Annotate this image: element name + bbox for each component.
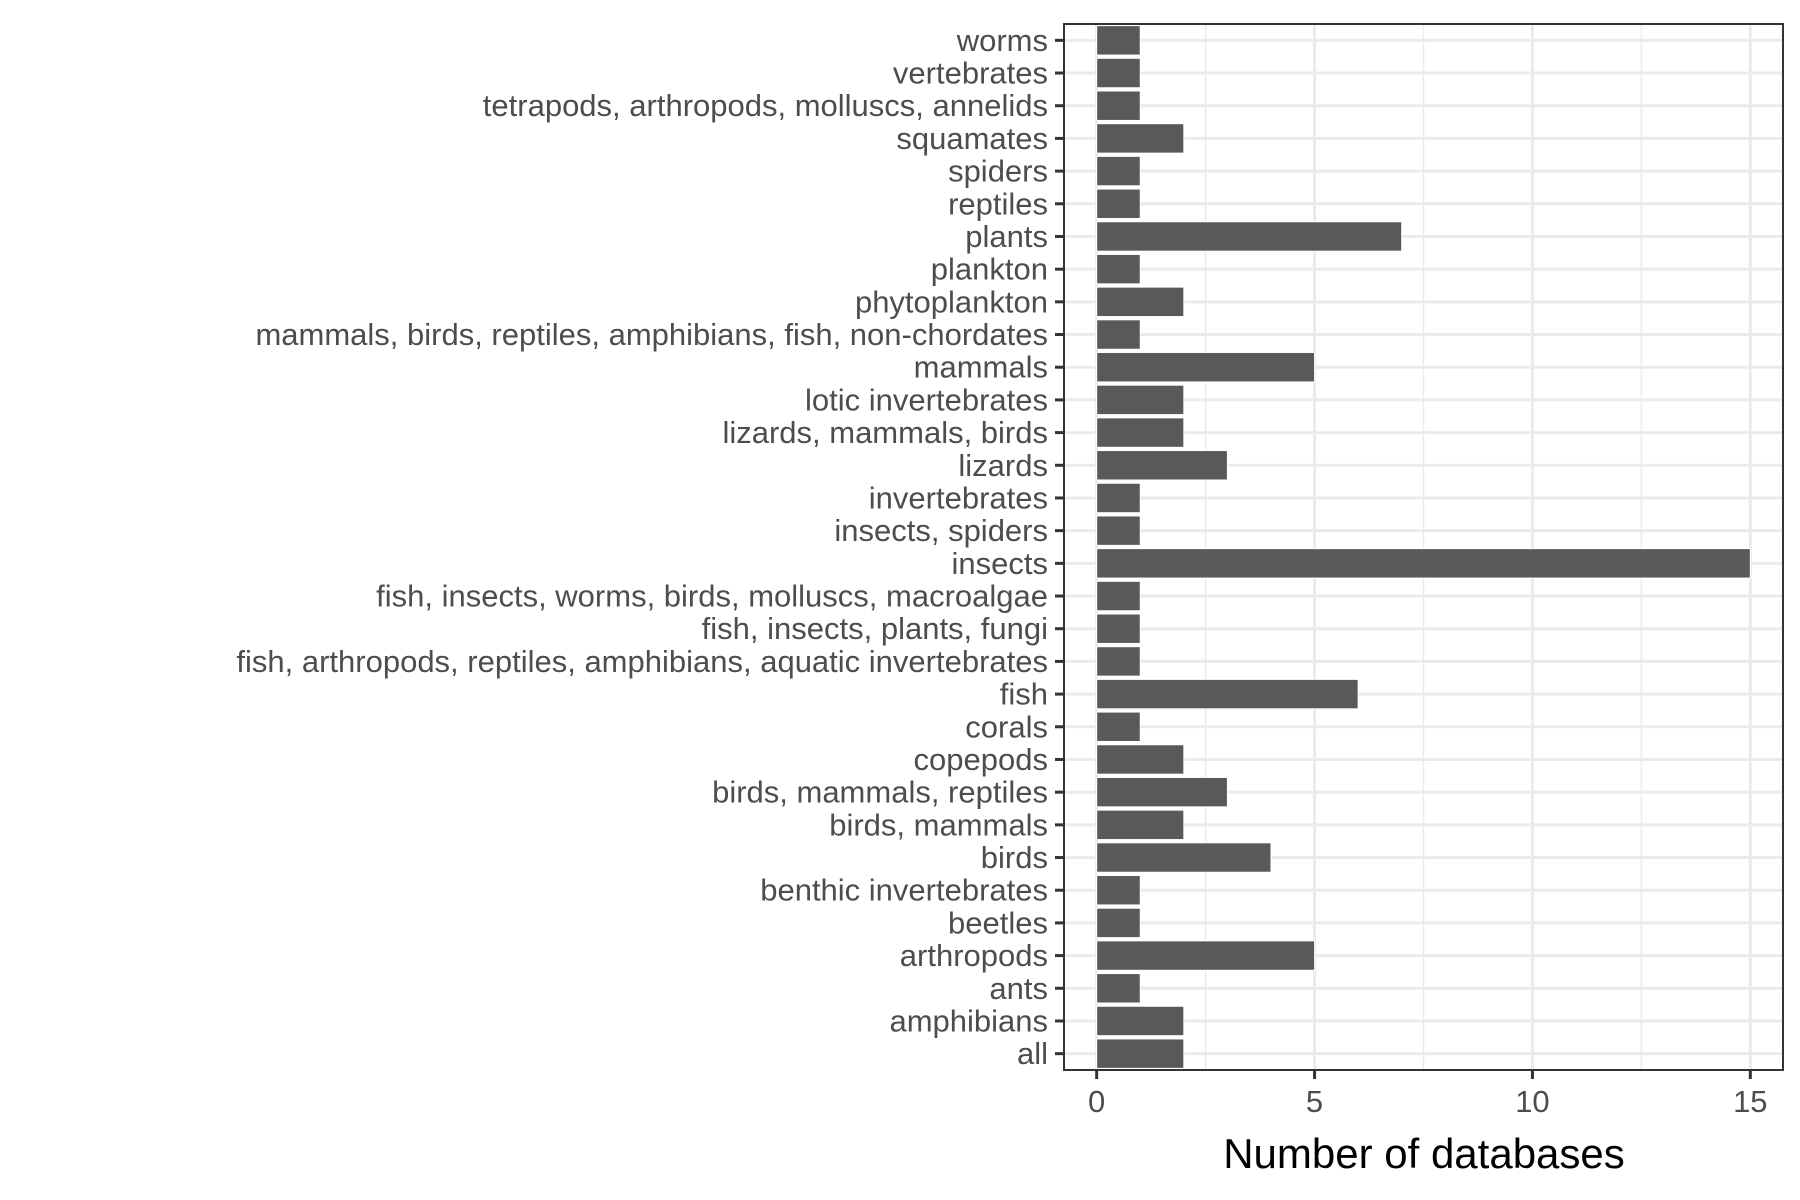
- y-tick-label: fish, insects, plants, fungi: [702, 611, 1048, 646]
- bar: [1096, 907, 1141, 939]
- bar: [1096, 123, 1185, 154]
- bar: [1096, 809, 1185, 841]
- bar: [1096, 417, 1185, 448]
- bar: [1096, 352, 1316, 383]
- bar: [1096, 319, 1141, 350]
- x-tick-label: 0: [1088, 1084, 1105, 1119]
- y-tick-label: reptiles: [948, 186, 1048, 221]
- y-tick-label: lizards, mammals, birds: [722, 415, 1048, 450]
- bar: [1096, 155, 1141, 187]
- bar: [1096, 776, 1228, 808]
- y-tick-label: fish, insects, worms, birds, molluscs, m…: [376, 579, 1048, 614]
- bar: [1096, 744, 1185, 775]
- bar: [1096, 973, 1141, 1004]
- y-axis: allamphibiansantsarthropodsbeetlesbenthi…: [236, 23, 1064, 1071]
- y-tick-label: insects, spiders: [834, 513, 1048, 548]
- y-tick-label: tetrapods, arthropods, molluscs, annelid…: [483, 88, 1048, 123]
- bar: [1096, 842, 1272, 873]
- y-tick-label: lotic invertebrates: [805, 382, 1048, 417]
- bar: [1096, 286, 1185, 318]
- y-tick-label: worms: [956, 23, 1048, 58]
- bar: [1096, 678, 1359, 710]
- grid-lines: [1064, 24, 1783, 1070]
- bar: [1096, 875, 1141, 906]
- bar: [1096, 384, 1185, 416]
- y-tick-label: plants: [965, 219, 1048, 254]
- y-tick-label: invertebrates: [869, 480, 1048, 515]
- y-tick-label: arthropods: [900, 938, 1048, 973]
- bar: [1096, 1005, 1185, 1037]
- y-tick-label: fish: [1000, 677, 1048, 712]
- y-tick-label: birds: [981, 840, 1048, 875]
- bar: [1096, 940, 1316, 971]
- bar: [1096, 548, 1751, 579]
- bar: [1096, 515, 1141, 546]
- x-axis: 0 5 10 15: [1088, 1070, 1768, 1119]
- bar: [1096, 1038, 1185, 1069]
- bar: [1096, 90, 1141, 121]
- y-tick-label: beetles: [948, 905, 1048, 940]
- y-tick-label: all: [1017, 1036, 1048, 1071]
- bar: [1096, 188, 1141, 219]
- y-tick-label: plankton: [931, 252, 1048, 287]
- bar: [1096, 580, 1141, 612]
- bar: [1096, 57, 1141, 89]
- x-tick-label: 10: [1515, 1084, 1549, 1119]
- y-tick-label: insects: [952, 546, 1048, 581]
- y-tick-label: amphibians: [889, 1003, 1048, 1038]
- bar: [1096, 613, 1141, 644]
- y-tick-label: birds, mammals, reptiles: [712, 775, 1048, 810]
- y-tick-label: fish, arthropods, reptiles, amphibians, …: [236, 644, 1048, 679]
- bar: [1096, 711, 1141, 742]
- x-axis-title: Number of databases: [1223, 1130, 1625, 1177]
- bar: [1096, 221, 1403, 252]
- bar: [1096, 253, 1141, 285]
- bar: [1096, 450, 1228, 481]
- y-tick-label: mammals: [914, 350, 1048, 385]
- bars: [1096, 25, 1751, 1069]
- x-tick-label: 5: [1306, 1084, 1323, 1119]
- y-tick-label: ants: [989, 971, 1048, 1006]
- y-tick-label: lizards: [958, 448, 1048, 483]
- y-tick-label: squamates: [896, 121, 1048, 156]
- bar: [1096, 25, 1141, 56]
- y-tick-label: mammals, birds, reptiles, amphibians, fi…: [255, 317, 1048, 352]
- bar: [1096, 482, 1141, 514]
- y-tick-label: copepods: [914, 742, 1048, 777]
- y-tick-label: corals: [965, 709, 1048, 744]
- y-tick-label: phytoplankton: [855, 284, 1048, 319]
- panel-border: [1063, 23, 1784, 1071]
- y-tick-label: birds, mammals: [829, 807, 1048, 842]
- y-tick-label: benthic invertebrates: [760, 873, 1048, 908]
- x-tick-label: 15: [1733, 1084, 1767, 1119]
- bar: [1096, 646, 1141, 677]
- y-tick-label: vertebrates: [893, 56, 1048, 91]
- y-tick-label: spiders: [948, 154, 1048, 189]
